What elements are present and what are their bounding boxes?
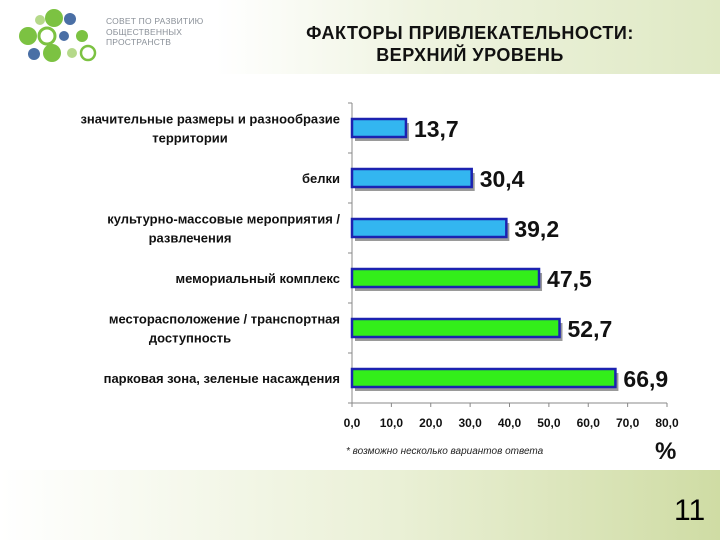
footer-band xyxy=(0,470,720,540)
category-label: месторасположение / транспортная xyxy=(109,312,340,327)
logo-text-line: ОБЩЕСТВЕННЫХ xyxy=(106,26,183,37)
logo-text-line: ПРОСТРАНСТВ xyxy=(106,37,172,47)
category-label: мемориальный комплекс xyxy=(176,271,341,286)
category-label: культурно-массовые мероприятия / xyxy=(107,212,340,227)
category-label: территории xyxy=(152,131,228,146)
x-tick-label: 20,0 xyxy=(419,416,443,430)
bar xyxy=(350,267,541,289)
axis-unit-label: % xyxy=(655,438,677,465)
x-tick-label: 0,0 xyxy=(344,416,361,430)
x-tick-label: 50,0 xyxy=(537,416,561,430)
footnote: * возможно несколько вариантов ответа xyxy=(346,446,544,457)
x-tick-label: 10,0 xyxy=(380,416,404,430)
x-tick-label: 70,0 xyxy=(616,416,640,430)
category-label: значительные размеры и разнообразие xyxy=(80,112,340,127)
slide-title-line: ВЕРХНИЙ УРОВЕНЬ xyxy=(376,45,564,65)
bar xyxy=(350,167,473,189)
bar xyxy=(350,117,408,139)
bar-value-label: 30,4 xyxy=(480,166,525,192)
logo-text: СОВЕТ ПО РАЗВИТИЮ ОБЩЕСТВЕННЫХ ПРОСТРАНС… xyxy=(106,16,236,48)
council-logo-icon xyxy=(19,9,97,62)
x-tick-label: 30,0 xyxy=(458,416,482,430)
category-label: белки xyxy=(302,171,340,186)
slide-title-line: ФАКТОРЫ ПРИВЛЕКАТЕЛЬНОСТИ: xyxy=(306,23,634,43)
category-label: развлечения xyxy=(149,231,232,246)
x-tick-label: 40,0 xyxy=(498,416,522,430)
bar xyxy=(350,367,617,389)
bar xyxy=(350,317,561,339)
bar xyxy=(350,217,508,239)
bar-value-label: 47,5 xyxy=(547,266,592,292)
slide-title: ФАКТОРЫ ПРИВЛЕКАТЕЛЬНОСТИ: ВЕРХНИЙ УРОВЕ… xyxy=(250,22,690,66)
x-tick-label: 60,0 xyxy=(577,416,601,430)
page-number: 11 xyxy=(674,494,706,527)
category-label: парковая зона, зеленые насаждения xyxy=(104,371,340,386)
bar-value-label: 39,2 xyxy=(514,216,559,242)
category-label: доступность xyxy=(149,331,231,346)
logo-text-line: СОВЕТ ПО РАЗВИТИЮ xyxy=(106,16,204,26)
x-tick-label: 80,0 xyxy=(655,416,679,430)
bar-value-label: 66,9 xyxy=(623,366,668,392)
bar-value-label: 13,7 xyxy=(414,116,459,142)
header-band xyxy=(0,0,720,74)
bar-value-label: 52,7 xyxy=(568,316,613,342)
